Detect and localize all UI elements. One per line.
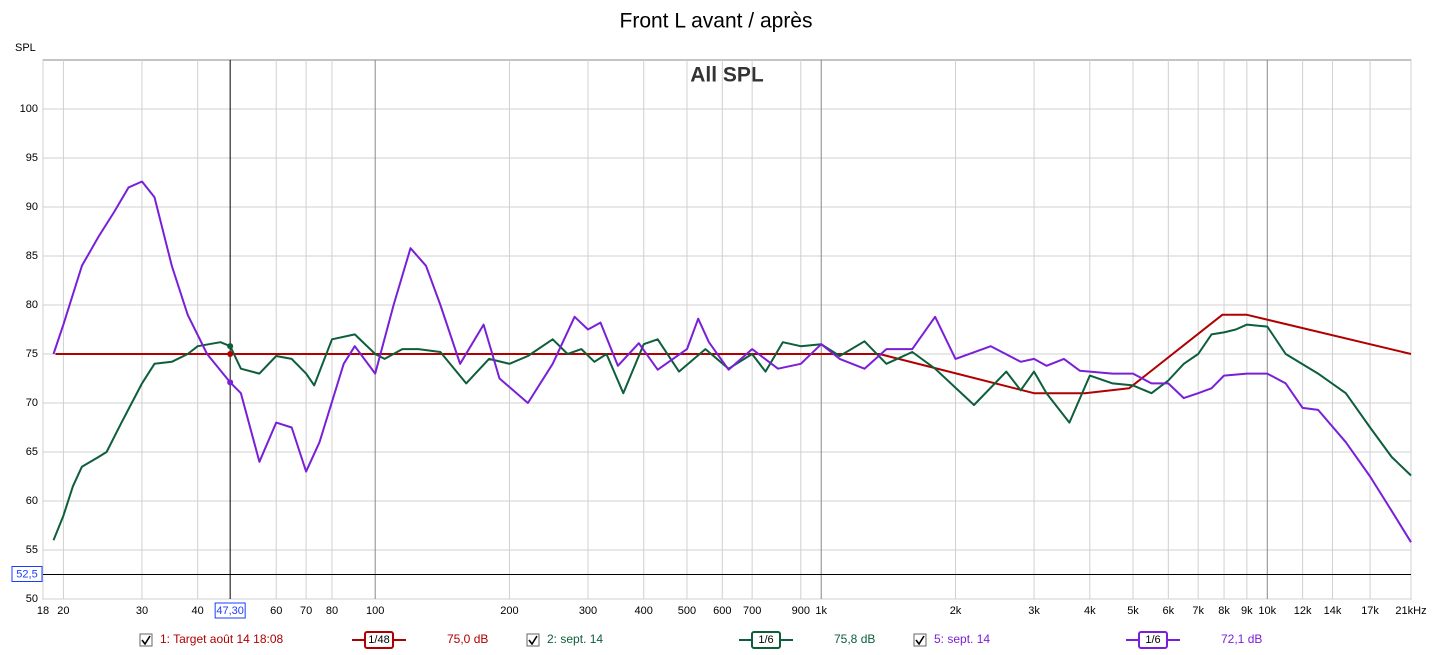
x-tick-label: 9k xyxy=(1241,605,1253,617)
cursor-box xyxy=(11,566,43,582)
legend-label: 5: sept. 14 xyxy=(934,632,990,646)
legend-label: 1: Target août 14 18:08 xyxy=(160,632,284,646)
x-tick-label: 12k xyxy=(1294,605,1312,617)
x-tick-label: 30 xyxy=(136,605,148,617)
cursor-box xyxy=(214,602,246,619)
y-tick-label: 60 xyxy=(26,495,38,507)
x-tick-label: 7k xyxy=(1192,605,1204,617)
x-tick-label: 80 xyxy=(326,605,338,617)
series-line xyxy=(52,180,1412,543)
legend-label: 2: sept. 14 xyxy=(547,632,603,646)
y-tick-label: 65 xyxy=(26,446,38,458)
x-tick-label: 40 xyxy=(192,605,204,617)
legend-checkbox xyxy=(913,633,927,647)
smoothing-label: 1/6 xyxy=(1145,634,1160,646)
x-tick-label: 70 xyxy=(300,605,312,617)
checkmark xyxy=(141,635,151,646)
x-tick-label: 4k xyxy=(1084,605,1096,617)
x-tick-label: 3k xyxy=(1028,605,1040,617)
x-tick-label: 8k xyxy=(1218,605,1230,617)
series-line xyxy=(55,313,1412,395)
cursor-value: 75,8 dB xyxy=(834,632,875,646)
legend-checkbox xyxy=(139,633,153,647)
x-tick-label: 400 xyxy=(635,605,653,617)
x-tick-label: 200 xyxy=(500,605,518,617)
x-tick-label: 10k xyxy=(1258,605,1276,617)
x-tick-label: 18 xyxy=(37,605,49,617)
series-line xyxy=(52,323,1412,541)
cursor-dot xyxy=(227,379,234,386)
cursor-y-label: 52,5 xyxy=(16,568,37,580)
x-tick-label: 17k xyxy=(1361,605,1379,617)
x-tick-label: 100 xyxy=(366,605,384,617)
x-tick-label: 700 xyxy=(743,605,761,617)
y-tick-label: 95 xyxy=(26,152,38,164)
legend-checkbox xyxy=(526,633,540,647)
cursor-value: 75,0 dB xyxy=(447,632,488,646)
y-axis-label: SPL xyxy=(15,42,36,54)
y-tick-label: 55 xyxy=(26,544,38,556)
smoothing-label: 1/48 xyxy=(368,634,389,646)
chart-title: Front L avant / après xyxy=(620,10,813,33)
x-tick-label: 1k xyxy=(815,605,827,617)
x-tick-label: 2k xyxy=(950,605,962,617)
y-tick-label: 90 xyxy=(26,201,38,213)
x-tick-label: 900 xyxy=(792,605,810,617)
y-tick-label: 70 xyxy=(26,397,38,409)
checkmark xyxy=(915,635,925,646)
x-tick-label: 20 xyxy=(57,605,69,617)
y-tick-label: 50 xyxy=(26,593,38,605)
x-tick-label: 600 xyxy=(713,605,731,617)
x-tick-label: 6k xyxy=(1163,605,1175,617)
smoothing-box xyxy=(751,631,781,649)
smoothing-box xyxy=(364,631,394,649)
y-tick-label: 85 xyxy=(26,250,38,262)
cursor-value: 72,1 dB xyxy=(1221,632,1262,646)
cursor-dot xyxy=(227,343,234,350)
cursor-dot xyxy=(227,351,234,357)
y-tick-label: 100 xyxy=(20,103,38,115)
smoothing-label: 1/6 xyxy=(758,634,773,646)
chart-subtitle: All SPL xyxy=(690,64,764,87)
plot-area xyxy=(42,59,1412,600)
smoothing-box xyxy=(1138,631,1168,649)
x-tick-label: 14k xyxy=(1324,605,1342,617)
x-tick-label: 21kHz xyxy=(1395,605,1426,617)
x-tick-label: 300 xyxy=(579,605,597,617)
checkmark xyxy=(528,635,538,646)
y-tick-label: 75 xyxy=(26,348,38,360)
y-tick-label: 80 xyxy=(26,299,38,311)
x-tick-label: 500 xyxy=(678,605,696,617)
x-tick-label: 5k xyxy=(1127,605,1139,617)
x-tick-label: 60 xyxy=(270,605,282,617)
cursor-x-label: 47,30 xyxy=(216,605,244,617)
